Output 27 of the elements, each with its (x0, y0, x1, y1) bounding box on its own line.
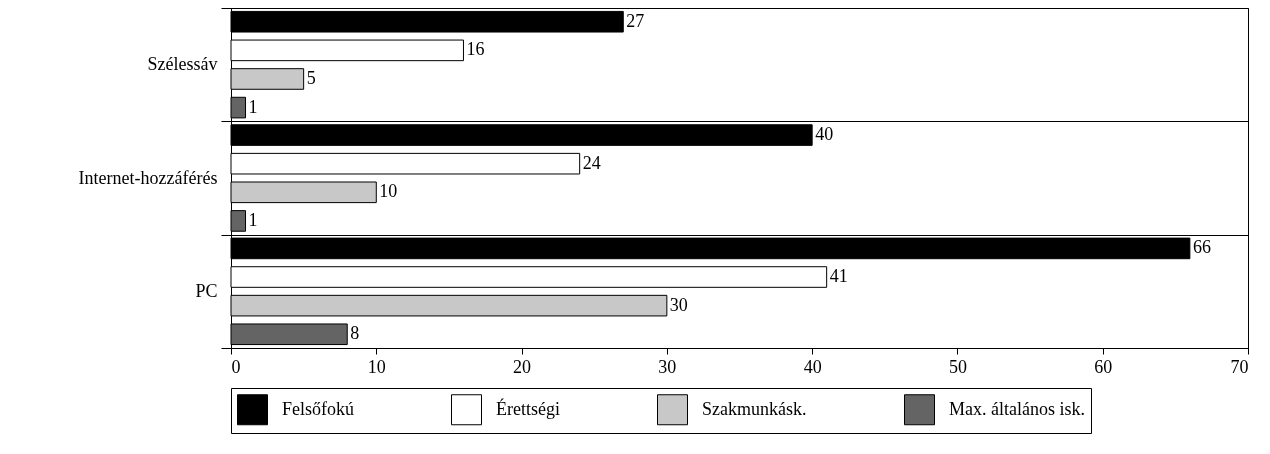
data-label: 16 (466, 39, 485, 60)
x-tick-label: 50 (948, 356, 967, 377)
x-tick-label: 20 (513, 356, 532, 377)
x-tick-label: 70 (1230, 356, 1249, 377)
data-label: 27 (626, 10, 645, 31)
y-tick-label: PC (195, 280, 218, 301)
data-label: 10 (379, 181, 398, 202)
data-label: 24 (582, 152, 601, 173)
x-tick-label: 10 (367, 356, 386, 377)
data-label: 41 (829, 266, 848, 287)
data-label: 30 (669, 294, 688, 315)
data-label: 66 (1192, 237, 1211, 258)
x-tick-label: 40 (803, 356, 822, 377)
legend-label: Szakmunkásk. (702, 398, 807, 419)
data-label: 8 (350, 323, 360, 344)
y-tick-label: Szélessáv (147, 54, 218, 75)
legend-label: Felsőfokú (282, 398, 354, 419)
data-label: 1 (248, 209, 258, 230)
y-tick-label: Internet-hozzáférés (78, 167, 218, 188)
data-label: 5 (306, 67, 316, 88)
legend-label: Max. általános isk. (949, 398, 1085, 419)
legend-label: Érettségi (496, 397, 560, 419)
x-tick-label: 60 (1094, 356, 1113, 377)
x-tick-label: 30 (658, 356, 677, 377)
x-tick-label: 0 (231, 356, 241, 377)
data-label: 40 (815, 124, 834, 145)
data-label: 1 (248, 96, 258, 117)
